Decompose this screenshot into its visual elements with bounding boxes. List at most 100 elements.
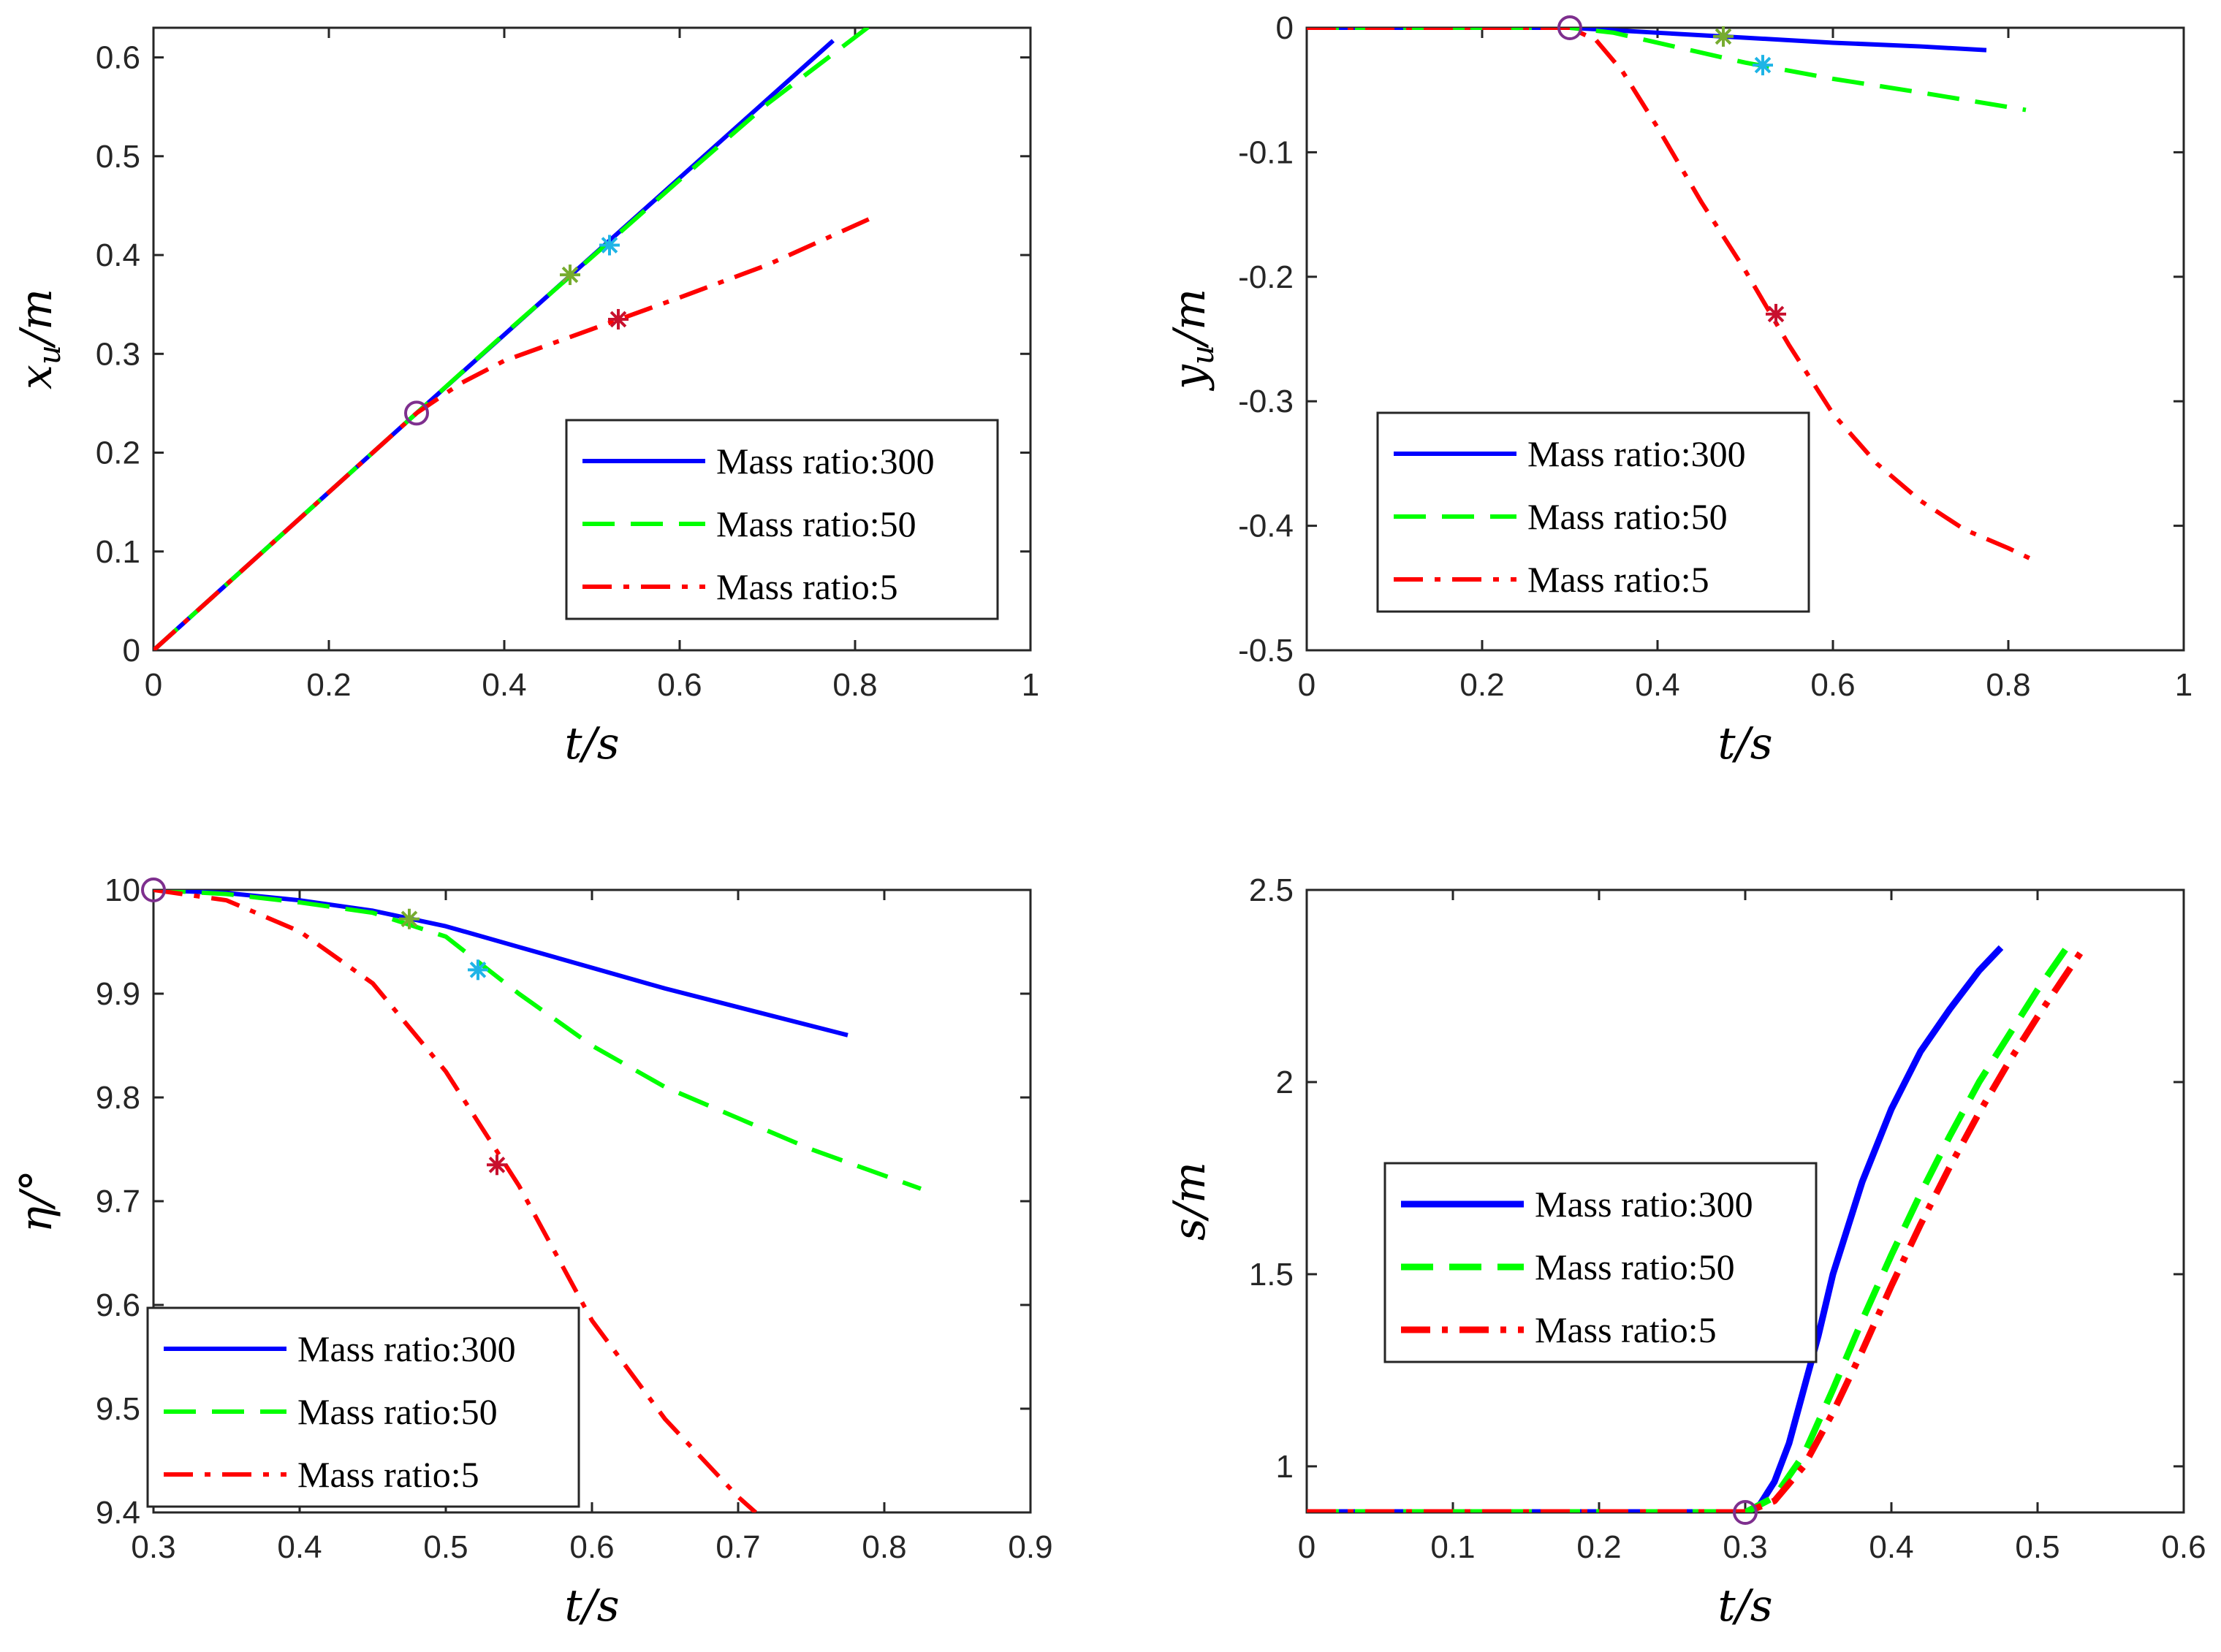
chart-yu: 0 0.2 0.4 0.6 0.8 1 -0.5 -0.4 -0.3 -0.2 -0.1 0 t/s yu… (1164, 10, 2192, 769)
y-tick-label: 9.9 (96, 976, 140, 1012)
series-line-red (1307, 28, 2036, 563)
y-tick-label: -0.5 (1238, 633, 1294, 669)
y-tick-label: 1.5 (1249, 1257, 1294, 1293)
chart-eta: 0.3 0.4 0.5 0.6 0.7 0.8 0.9 9.4 9.5 9.6 9.7 9.8 9.9 1… (11, 872, 1053, 1632)
y-axis-label: yu/m (1164, 289, 1220, 392)
y-tick-label: 0.6 (96, 40, 140, 76)
x-tick-label: 0.9 (1008, 1529, 1052, 1565)
y-tick-label: -0.1 (1238, 134, 1294, 170)
series-line-red (153, 890, 757, 1512)
x-tick-label: 0.2 (1459, 667, 1504, 703)
x-tick-label: 0.4 (277, 1529, 322, 1565)
x-tick-label: 0 (1298, 1529, 1315, 1565)
series-group (1307, 945, 2084, 1512)
star-marker-cyan (599, 235, 620, 256)
x-tick-label: 0.8 (832, 667, 877, 703)
chart-xu: 0 0.2 0.4 0.6 0.8 1 0 0.1 0.2 0.3 0.4 0.5 0.6 t/s xu/m… (11, 26, 1039, 769)
series-line-red (153, 213, 878, 650)
series-line-green (153, 890, 922, 1191)
y-tick-label: 9.6 (96, 1287, 140, 1323)
transition-circle-marker (1557, 15, 1582, 40)
legend-label: Mass ratio:5 (1535, 1309, 1717, 1350)
y-tick-label: -0.3 (1238, 384, 1294, 419)
transition-circle-marker (141, 878, 166, 902)
star-marker-red (487, 1154, 507, 1176)
y-tick-label: 0 (123, 633, 140, 669)
x-tick-label: 0.6 (657, 667, 702, 703)
x-tick-label: 1 (1022, 667, 1039, 703)
legend-box (1376, 411, 1810, 613)
legend-label: Mass ratio:300 (716, 441, 935, 481)
y-tick-label: 0.4 (96, 237, 140, 273)
x-tick-label: 0.2 (1576, 1529, 1621, 1565)
x-tick-label: 0.6 (569, 1529, 614, 1565)
x-tick-label: 0 (1298, 667, 1315, 703)
x-tick-label: 0.4 (482, 667, 526, 703)
y-tick-label: -0.4 (1238, 509, 1294, 544)
legend-label: Mass ratio:300 (1527, 433, 1746, 474)
legend-box (565, 419, 999, 620)
y-tick-label: 9.8 (96, 1080, 140, 1116)
y-tick-label: 0.2 (96, 435, 140, 471)
star-marker-green (560, 264, 580, 286)
series-line-red (1307, 949, 2084, 1512)
star-marker-green (1713, 26, 1734, 47)
series-line-green (1307, 28, 2027, 113)
star-marker-cyan (1753, 55, 1773, 76)
legend: Mass ratio:300 Mass ratio:50 Mass ratio:5 (146, 1306, 580, 1508)
x-tick-label: 0.8 (862, 1529, 906, 1565)
y-tick-label: 2.5 (1249, 872, 1294, 908)
transition-circle-marker (1733, 1500, 1758, 1525)
legend-label: Mass ratio:5 (297, 1454, 479, 1495)
series-group (153, 890, 922, 1512)
star-marker-red (1766, 303, 1786, 324)
legend: Mass ratio:300 Mass ratio:50 Mass ratio:5 (565, 419, 999, 620)
star-marker-cyan (468, 959, 488, 981)
y-tick-label: 9.7 (96, 1184, 140, 1219)
x-tick-label: 0.3 (131, 1529, 175, 1565)
x-tick-label: 0.1 (1430, 1529, 1475, 1565)
y-tick-label: 0 (1276, 10, 1294, 46)
y-axis-label: η/° (11, 1170, 62, 1233)
x-tick-label: 0 (145, 667, 162, 703)
series-group (1307, 28, 2036, 563)
y-tick-label: 0.1 (96, 534, 140, 570)
legend-box (1383, 1162, 1818, 1363)
legend-label: Mass ratio:300 (1535, 1184, 1753, 1225)
legend-label: Mass ratio:5 (1527, 559, 1709, 600)
x-tick-label: 0.6 (1810, 667, 1855, 703)
x-axis-label: t/s (1717, 1580, 1772, 1632)
series-group (153, 28, 878, 650)
x-tick-label: 0.7 (715, 1529, 760, 1565)
star-marker-red (608, 308, 629, 330)
legend-box (146, 1306, 580, 1508)
y-tick-label: 2 (1276, 1065, 1294, 1100)
legend-label: Mass ratio:5 (716, 566, 898, 607)
y-tick-label: 0.5 (96, 139, 140, 175)
x-axis-label: t/s (1717, 718, 1772, 769)
x-axis-label: t/s (564, 718, 619, 769)
star-marker-green (399, 908, 419, 929)
x-tick-label: 0.3 (1723, 1529, 1767, 1565)
legend: Mass ratio:300 Mass ratio:50 Mass ratio:5 (1383, 1162, 1818, 1363)
x-tick-label: 0.8 (1986, 667, 2030, 703)
legend-label: Mass ratio:50 (297, 1391, 498, 1432)
x-tick-label: 0.4 (1869, 1529, 1913, 1565)
transition-circle-marker (404, 400, 429, 426)
x-tick-label: 0.4 (1635, 667, 1679, 703)
series-line-blue (1307, 28, 1987, 53)
series-line-green (1307, 945, 2070, 1512)
legend-label: Mass ratio:300 (297, 1328, 516, 1369)
legend-label: Mass ratio:50 (716, 503, 916, 544)
x-tick-label: 0.6 (2161, 1529, 2206, 1565)
y-tick-label: 9.5 (96, 1391, 140, 1427)
legend-label: Mass ratio:50 (1535, 1246, 1735, 1287)
x-axis-label: t/s (564, 1580, 619, 1632)
y-axis-label: s/m (1164, 1162, 1215, 1241)
y-tick-label: -0.2 (1238, 259, 1294, 295)
x-tick-label: 0.5 (423, 1529, 468, 1565)
chart-s: 0 0.1 0.2 0.3 0.4 0.5 0.6 1 1.5 2 2.5 t/s s/m Mass ra… (1164, 872, 2206, 1632)
y-tick-label: 1 (1276, 1449, 1294, 1485)
legend: Mass ratio:300 Mass ratio:50 Mass ratio:5 (1376, 411, 1810, 613)
